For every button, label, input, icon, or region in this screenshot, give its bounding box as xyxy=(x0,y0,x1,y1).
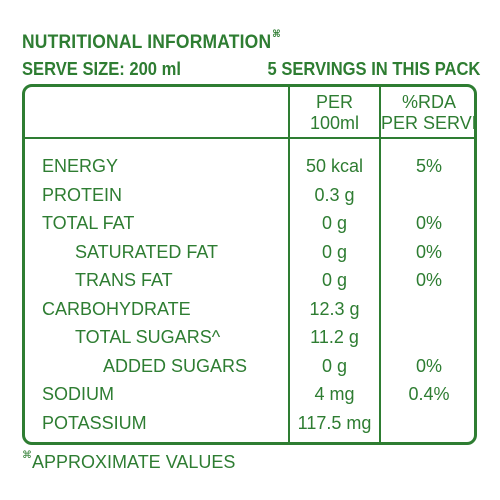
nutrient-per-100ml: 11.2 g xyxy=(310,327,359,347)
footnote-text: APPROXIMATE VALUES xyxy=(32,452,236,472)
title-text: NUTRITIONAL INFORMATION xyxy=(22,32,272,53)
column-header-rda-per-serve: %RDA PER SERVE xyxy=(381,92,477,134)
table-row: ENERGY 50 kcal 5% xyxy=(25,152,474,180)
nutrient-rda: 5% xyxy=(415,156,442,176)
nutrient-name: POTASSIUM xyxy=(42,413,147,433)
table-row: CARBOHYDRATE 12.3 g xyxy=(25,295,474,323)
label-title: NUTRITIONAL INFORMATION⌘ xyxy=(22,28,281,54)
nutrient-rda: 0% xyxy=(415,356,442,376)
nutrient-per-100ml: 50 kcal xyxy=(305,156,364,176)
table-row: TRANS FAT 0 g 0% xyxy=(25,266,474,294)
serve-size: SERVE SIZE: 200 ml xyxy=(22,59,181,79)
column-header-line: PER xyxy=(315,92,353,112)
nutrient-name: ADDED SUGARS xyxy=(103,356,248,376)
nutrient-name: ENERGY xyxy=(42,156,119,176)
nutrient-rda: 0.4% xyxy=(408,384,450,404)
nutrient-rda: 0% xyxy=(415,270,442,290)
nutrient-name: PROTEIN xyxy=(42,185,123,205)
nutrient-per-100ml: 0.3 g xyxy=(314,185,355,205)
nutrition-table: PER 100ml %RDA PER SERVE ENERGY 50 kcal … xyxy=(22,84,477,445)
nutrient-per-100ml: 0 g xyxy=(321,242,348,262)
servings-per-pack: 5 SERVINGS IN THIS PACK xyxy=(267,59,480,79)
table-row: SODIUM 4 mg 0.4% xyxy=(25,380,474,408)
nutrient-per-100ml: 4 mg xyxy=(314,384,355,404)
nutrient-per-100ml: 117.5 mg xyxy=(297,413,372,433)
nutrient-rda: 0% xyxy=(415,242,442,262)
table-row: POTASSIUM 117.5 mg xyxy=(25,409,474,437)
column-header-line: PER SERVE xyxy=(381,113,477,133)
table-row: ADDED SUGARS 0 g 0% xyxy=(25,352,474,380)
footnote-mark: ⌘ xyxy=(22,450,32,461)
nutrient-per-100ml: 0 g xyxy=(321,270,348,290)
nutrient-name: SODIUM xyxy=(42,384,114,404)
table-row: PROTEIN 0.3 g xyxy=(25,181,474,209)
column-divider xyxy=(379,87,381,442)
nutrient-name: TRANS FAT xyxy=(75,270,173,290)
nutrient-per-100ml: 0 g xyxy=(321,213,348,233)
nutrient-name: SATURATED FAT xyxy=(75,242,219,262)
nutrient-name: TOTAL FAT xyxy=(42,213,135,233)
nutrient-name: CARBOHYDRATE xyxy=(42,299,191,319)
title-footnote-mark: ⌘ xyxy=(272,28,281,40)
table-row: TOTAL FAT 0 g 0% xyxy=(25,209,474,237)
column-divider xyxy=(288,87,290,442)
column-header-per-100ml: PER 100ml xyxy=(290,92,379,134)
nutrient-name: TOTAL SUGARS^ xyxy=(75,327,221,347)
table-row: TOTAL SUGARS^ 11.2 g xyxy=(25,323,474,351)
table-row: SATURATED FAT 0 g 0% xyxy=(25,238,474,266)
nutrient-rda: 0% xyxy=(415,213,442,233)
nutrient-per-100ml: 12.3 g xyxy=(309,299,360,319)
header-divider xyxy=(25,137,474,139)
column-header-line: 100ml xyxy=(309,113,360,133)
footnote: ⌘APPROXIMATE VALUES xyxy=(22,450,236,473)
column-header-line: %RDA xyxy=(401,92,456,112)
nutrient-per-100ml: 0 g xyxy=(321,356,348,376)
